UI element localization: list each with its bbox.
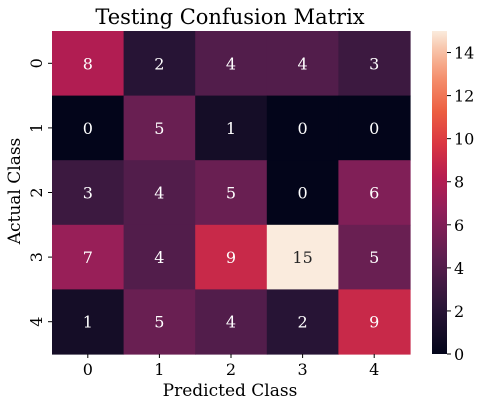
heatmap-cell bbox=[123, 224, 196, 290]
cell-value-label: 2 bbox=[298, 313, 308, 332]
y-tick-label: 0 bbox=[27, 58, 46, 68]
heatmap-cell bbox=[195, 224, 268, 290]
y-tick-label: 4 bbox=[27, 317, 46, 327]
y-tick-label: 2 bbox=[27, 187, 46, 197]
x-tick-label: 4 bbox=[369, 360, 379, 379]
y-axis-label: Actual Class bbox=[5, 138, 25, 246]
heatmap-cell bbox=[266, 224, 339, 290]
heatmap-cell bbox=[52, 95, 125, 161]
heatmap-cell bbox=[195, 289, 268, 355]
cell-value-label: 4 bbox=[154, 248, 164, 267]
colorbar-tick-label: 8 bbox=[454, 173, 464, 192]
cell-value-label: 5 bbox=[154, 313, 164, 332]
cell-value-label: 5 bbox=[226, 184, 236, 203]
cell-value-label: 1 bbox=[83, 313, 93, 332]
heatmap-cell bbox=[52, 224, 125, 290]
cell-value-label: 5 bbox=[154, 119, 164, 138]
cell-value-label: 3 bbox=[369, 54, 379, 73]
x-tick-label: 3 bbox=[298, 360, 308, 379]
cell-value-label: 6 bbox=[369, 184, 379, 203]
x-tick-label: 1 bbox=[154, 360, 164, 379]
heatmap-cell bbox=[195, 95, 268, 161]
y-tick-label: 1 bbox=[27, 123, 46, 133]
x-tick-label: 2 bbox=[226, 360, 236, 379]
colorbar-ticks: 0 2 4 6 8 10 12 14 bbox=[447, 44, 474, 364]
cell-value-label: 0 bbox=[298, 119, 308, 138]
cell-value-label: 7 bbox=[83, 248, 93, 267]
heatmap-cell bbox=[195, 31, 268, 97]
chart-title: Testing Confusion Matrix bbox=[95, 5, 364, 29]
heatmap-cell bbox=[266, 31, 339, 97]
cell-value-label: 9 bbox=[369, 313, 379, 332]
cell-value-label: 4 bbox=[226, 54, 236, 73]
cell-value-label: 2 bbox=[154, 54, 164, 73]
heatmap-cell bbox=[266, 160, 339, 226]
heatmap-cell bbox=[52, 289, 125, 355]
heatmap-cell bbox=[52, 160, 125, 226]
y-tick-label: 3 bbox=[27, 252, 46, 262]
x-axis-label: Predicted Class bbox=[163, 381, 298, 401]
cell-value-label: 0 bbox=[298, 184, 308, 203]
heatmap-cell bbox=[338, 160, 411, 226]
cell-value-label: 1 bbox=[226, 119, 236, 138]
cell-value-label: 15 bbox=[292, 248, 312, 267]
cell-value-label: 4 bbox=[154, 184, 164, 203]
heatmap-cell bbox=[266, 289, 339, 355]
cell-value-label: 9 bbox=[226, 248, 236, 267]
heatmap-cell bbox=[123, 289, 196, 355]
heatmap-cell bbox=[338, 289, 411, 355]
cell-value-label: 5 bbox=[369, 248, 379, 267]
x-tick-label: 0 bbox=[83, 360, 93, 379]
heatmap-grid: 8 2 4 4 30 5 1 0 03 4 5 0 67 4 9 15 51 5 4 2 9 bbox=[52, 31, 411, 355]
heatmap-cell bbox=[266, 95, 339, 161]
colorbar-tick-label: 10 bbox=[454, 130, 474, 149]
cell-value-label: 4 bbox=[298, 54, 308, 73]
cell-value-label: 8 bbox=[83, 54, 93, 73]
heatmap-cell bbox=[123, 160, 196, 226]
colorbar bbox=[432, 31, 447, 354]
cell-value-label: 0 bbox=[83, 119, 93, 138]
colorbar-tick-label: 12 bbox=[454, 87, 474, 106]
colorbar-tick-label: 14 bbox=[454, 44, 474, 63]
heatmap-cell bbox=[52, 31, 125, 97]
colorbar-tick-label: 4 bbox=[454, 259, 464, 278]
colorbar-tick-label: 2 bbox=[454, 302, 464, 321]
heatmap-cell bbox=[338, 31, 411, 97]
heatmap-cell bbox=[338, 95, 411, 161]
heatmap-cell bbox=[123, 31, 196, 97]
colorbar-tick-label: 0 bbox=[454, 345, 464, 364]
y-axis-ticks: 0 1 2 3 4 bbox=[27, 58, 52, 327]
heatmap-cell bbox=[338, 224, 411, 290]
heatmap-cell bbox=[195, 160, 268, 226]
colorbar-tick-label: 6 bbox=[454, 216, 464, 235]
cell-value-label: 0 bbox=[369, 119, 379, 138]
heatmap-cell bbox=[123, 95, 196, 161]
cell-value-label: 4 bbox=[226, 313, 236, 332]
cell-value-label: 3 bbox=[83, 184, 93, 203]
x-axis-ticks: 0 1 2 3 4 bbox=[83, 354, 379, 379]
